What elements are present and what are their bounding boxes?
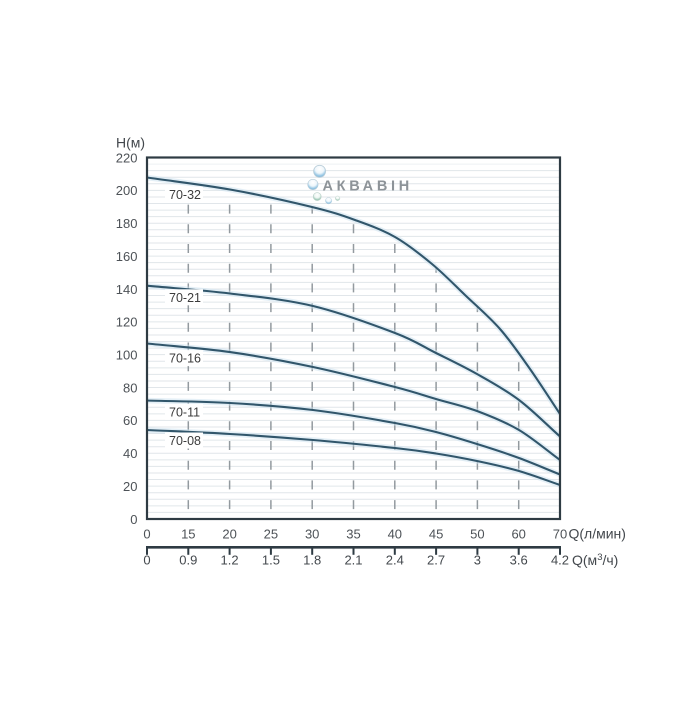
svg-text:200: 200 [116,183,138,198]
svg-text:80: 80 [123,380,137,395]
svg-text:1.2: 1.2 [221,552,239,567]
svg-text:60: 60 [123,413,137,428]
svg-text:Q(л/мин): Q(л/мин) [569,526,626,542]
svg-text:100: 100 [116,348,138,363]
svg-text:0.9: 0.9 [179,552,197,567]
svg-text:30: 30 [305,526,319,541]
svg-text:45: 45 [429,526,443,541]
svg-text:70-32: 70-32 [169,188,201,202]
svg-text:1.8: 1.8 [303,552,321,567]
svg-text:0: 0 [130,512,137,527]
svg-text:Q(м3/ч): Q(м3/ч) [572,552,618,568]
svg-text:4.2: 4.2 [551,552,569,567]
svg-text:2.1: 2.1 [344,552,362,567]
svg-text:15: 15 [181,526,195,541]
svg-text:2.4: 2.4 [386,552,404,567]
svg-text:40: 40 [123,446,137,461]
svg-text:70-11: 70-11 [169,406,200,420]
svg-text:70: 70 [553,526,567,541]
svg-text:220: 220 [116,150,138,165]
svg-text:3.6: 3.6 [510,552,528,567]
svg-text:70-16: 70-16 [169,352,201,366]
svg-text:60: 60 [511,526,525,541]
svg-text:70-08: 70-08 [169,434,201,448]
svg-text:0: 0 [143,526,150,541]
svg-text:70-21: 70-21 [169,291,201,305]
svg-text:140: 140 [116,282,138,297]
svg-text:3: 3 [474,552,481,567]
svg-text:H(м): H(м) [116,135,145,151]
svg-text:160: 160 [116,249,138,264]
svg-text:1.5: 1.5 [262,552,280,567]
svg-text:50: 50 [470,526,484,541]
svg-text:АКВАВІН: АКВАВІН [323,179,413,195]
svg-text:35: 35 [346,526,360,541]
svg-text:20: 20 [123,479,137,494]
svg-text:2.7: 2.7 [427,552,445,567]
svg-text:40: 40 [388,526,402,541]
svg-text:20: 20 [222,526,236,541]
svg-text:180: 180 [116,216,138,231]
svg-text:0: 0 [143,552,150,567]
svg-text:25: 25 [264,526,278,541]
svg-text:120: 120 [116,315,138,330]
